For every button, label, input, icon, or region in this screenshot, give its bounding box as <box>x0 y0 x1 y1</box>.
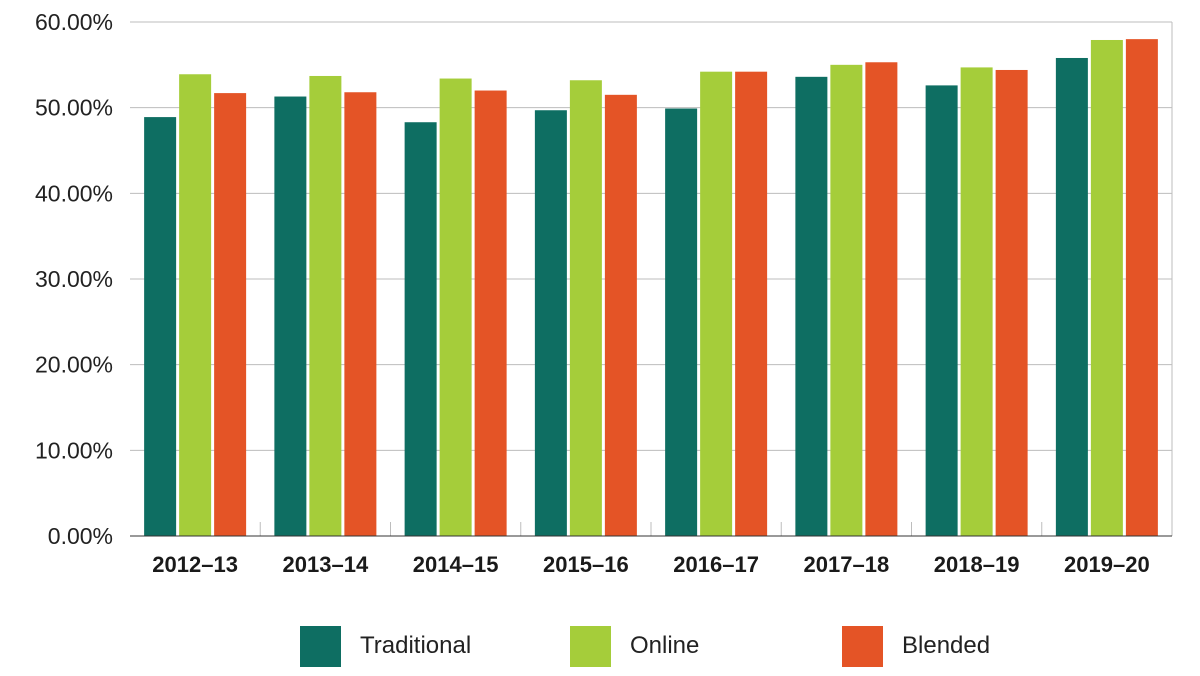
legend: Traditional Online Blended <box>300 626 990 667</box>
bar-blended-2013–14 <box>344 92 377 536</box>
bar-online-2017–18 <box>830 64 863 536</box>
bars <box>144 39 1158 537</box>
y-tick-label: 30.00% <box>35 266 113 292</box>
y-tick-label: 10.00% <box>35 437 113 463</box>
bar-blended-2014–15 <box>474 90 507 537</box>
y-tick-label: 50.00% <box>35 95 113 121</box>
bar-traditional-2018–19 <box>925 85 958 536</box>
legend-label-traditional: Traditional <box>360 632 471 659</box>
legend-swatch-blended <box>842 626 883 667</box>
bar-online-2014–15 <box>439 78 472 536</box>
x-tick-label: 2019–20 <box>1064 552 1150 577</box>
bar-online-2018–19 <box>960 67 993 537</box>
x-tick-label: 2015–16 <box>543 552 629 577</box>
legend-swatch-traditional <box>300 626 341 667</box>
y-tick-label: 0.00% <box>48 523 113 549</box>
bar-online-2012–13 <box>179 74 212 537</box>
legend-label-online: Online <box>630 632 699 659</box>
x-tick-label: 2017–18 <box>804 552 890 577</box>
bar-traditional-2017–18 <box>795 76 828 537</box>
bar-blended-2018–19 <box>995 69 1028 537</box>
bar-online-2013–14 <box>309 75 342 536</box>
bar-online-2015–16 <box>569 80 602 537</box>
y-tick-label: 60.00% <box>35 9 113 35</box>
x-tick-label: 2018–19 <box>934 552 1020 577</box>
bar-online-2019–20 <box>1090 39 1123 537</box>
bar-blended-2016–17 <box>735 71 768 536</box>
legend-label-blended: Blended <box>902 632 990 659</box>
bar-traditional-2014–15 <box>404 122 437 536</box>
x-axis: 2012–13 2013–14 2014–15 2015–16 2016–17 2017–… <box>130 522 1172 577</box>
bar-blended-2012–13 <box>214 93 247 536</box>
x-tick-label: 2013–14 <box>283 552 369 577</box>
bar-traditional-2012–13 <box>144 117 177 536</box>
bar-traditional-2013–14 <box>274 96 307 536</box>
y-axis: 0.00% 10.00% 20.00% 30.00% 40.00% 50.00% 60.00… <box>35 9 113 549</box>
bar-blended-2017–18 <box>865 62 898 536</box>
bar-traditional-2016–17 <box>665 108 698 537</box>
bar-online-2016–17 <box>700 71 733 536</box>
bar-traditional-2019–20 <box>1055 57 1088 536</box>
legend-swatch-online <box>570 626 611 667</box>
x-tick-label: 2016–17 <box>673 552 759 577</box>
bar-blended-2019–20 <box>1125 39 1158 537</box>
x-tick-label: 2014–15 <box>413 552 499 577</box>
bar-blended-2015–16 <box>604 94 637 537</box>
y-tick-label: 40.00% <box>35 180 113 206</box>
x-tick-label: 2012–13 <box>152 552 238 577</box>
y-tick-label: 20.00% <box>35 352 113 378</box>
bar-traditional-2015–16 <box>534 110 567 536</box>
